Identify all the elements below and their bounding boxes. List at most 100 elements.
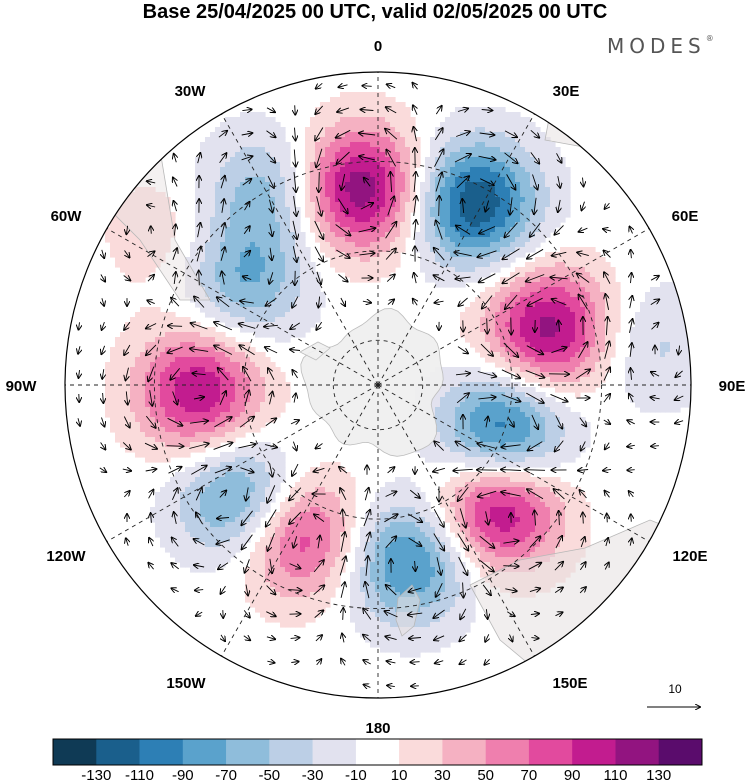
wind-arrow — [194, 565, 205, 567]
wind-arrow — [364, 685, 371, 688]
wind-arrow — [148, 366, 155, 382]
wind-arrow — [458, 297, 468, 306]
wind-arrow — [434, 128, 442, 141]
wind-arrow — [627, 445, 635, 446]
wind-arrow — [339, 85, 348, 87]
wind-arrow — [270, 463, 273, 476]
wind-arrow — [340, 532, 345, 552]
wind-arrow — [605, 491, 610, 498]
wind-arrow — [385, 222, 397, 239]
wind-arrow — [414, 172, 416, 193]
wind-arrow — [435, 173, 442, 192]
wind-arrow — [337, 151, 350, 164]
colorbar-swatch — [182, 739, 227, 765]
wind-arrow — [269, 272, 273, 284]
wind-arrow — [530, 129, 539, 137]
wind-arrow — [410, 662, 420, 663]
wind-arrow — [501, 470, 522, 471]
wind-arrow — [290, 322, 301, 329]
wind-arrow — [123, 276, 131, 281]
wind-arrow — [582, 201, 585, 211]
wind-arrow — [552, 299, 567, 306]
wind-arrow — [408, 537, 422, 546]
wind-arrow — [385, 636, 397, 639]
colorbar-tick-label: -50 — [258, 767, 280, 783]
wind-arrow — [102, 417, 105, 427]
wind-arrow — [503, 272, 520, 284]
wind-arrow — [479, 273, 496, 283]
wind-arrow — [126, 538, 128, 546]
wind-arrow — [627, 470, 635, 471]
wind-arrow — [459, 634, 467, 641]
wind-arrow — [219, 391, 226, 406]
wind-arrow — [630, 296, 633, 309]
wind-arrow — [409, 638, 422, 639]
wind-arrow — [246, 584, 248, 596]
brand-name: MODES — [607, 34, 706, 58]
lon-label-60e: 60E — [672, 208, 699, 225]
wind-arrow — [456, 132, 470, 137]
wind-arrow — [265, 347, 278, 354]
lon-label-60w: 60W — [51, 208, 83, 225]
wind-arrow — [239, 417, 254, 428]
wind-arrow — [218, 368, 229, 381]
wind-arrow — [604, 251, 611, 258]
wind-arrow — [504, 152, 518, 163]
wind-arrow — [102, 298, 104, 306]
wind-arrow — [387, 84, 396, 87]
wind-arrow — [173, 178, 177, 187]
wind-arrow — [477, 371, 496, 377]
wind-arrow — [239, 345, 255, 356]
wind-arrow — [482, 584, 491, 595]
wind-arrow — [338, 274, 347, 281]
wind-arrow — [145, 469, 157, 471]
wind-arrow — [270, 392, 273, 405]
wind-arrow — [289, 511, 302, 524]
colorbar-swatch — [442, 739, 486, 765]
wind-arrow — [366, 556, 368, 576]
wind-arrow — [101, 442, 106, 450]
map-disk — [65, 72, 691, 698]
wind-arrow — [243, 367, 252, 382]
wind-arrow — [527, 248, 544, 258]
wind-arrow — [363, 510, 370, 527]
wind-arrow — [650, 276, 659, 280]
wind-arrow — [579, 295, 588, 310]
wind-arrow — [174, 512, 177, 524]
wind-arrow — [341, 659, 345, 666]
wind-arrow — [510, 197, 512, 214]
wind-arrow — [503, 566, 518, 567]
wind-arrow — [217, 297, 230, 308]
wind-arrow — [214, 417, 231, 428]
wind-arrow — [386, 107, 397, 114]
wind-arrow — [457, 346, 468, 354]
wind-arrow — [241, 156, 253, 160]
wind-arrow — [151, 226, 152, 234]
wind-arrow — [480, 343, 493, 356]
colorbar-swatch — [658, 739, 703, 765]
wind-arrow — [99, 468, 106, 472]
wind-arrow — [434, 149, 444, 167]
wind-arrow — [147, 205, 156, 207]
wind-arrow — [315, 127, 324, 141]
wind-arrow — [504, 130, 517, 137]
lon-label-120e: 120E — [672, 548, 707, 565]
wind-arrow — [510, 634, 513, 642]
wind-arrow — [292, 220, 297, 239]
wind-arrow — [122, 469, 131, 471]
wind-arrow — [651, 446, 659, 447]
wind-arrow — [554, 587, 563, 593]
wind-arrow — [603, 229, 612, 231]
wind-arrow — [551, 347, 566, 354]
wind-arrow — [172, 538, 179, 547]
wind-arrow — [458, 556, 468, 575]
wind-arrow — [342, 634, 344, 643]
wind-arrow — [365, 488, 368, 501]
reference-vector: 10 — [647, 682, 700, 707]
wind-arrow — [627, 420, 635, 424]
wind-arrow — [147, 251, 155, 257]
wind-arrow — [364, 178, 371, 187]
wind-arrow — [243, 251, 250, 258]
colorbar-tick-label: 70 — [521, 767, 538, 783]
wind-arrow — [577, 274, 590, 283]
